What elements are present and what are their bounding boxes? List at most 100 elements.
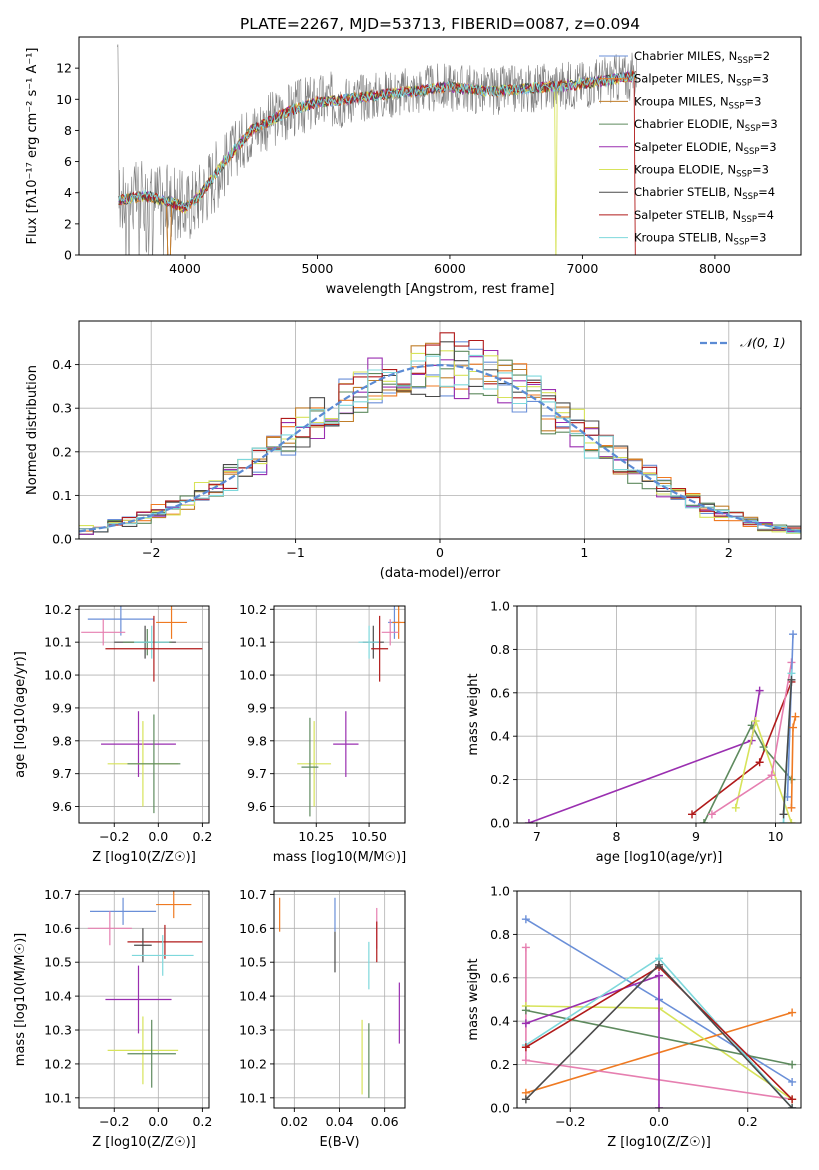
weight-marker [788,1077,797,1086]
axes-border [516,605,802,824]
legend-entry-subscript: SSP [744,147,760,157]
weight-marker [787,803,796,812]
y-tick-label: 8 [64,123,72,138]
errorbar-point-2 [381,619,399,646]
weight-marker [707,810,716,819]
weight-marker [655,960,663,969]
y-tick-label: 10.4 [239,989,267,1004]
y-tick-label: 0.0 [490,816,510,831]
weight-series-3 [731,717,796,823]
y-tick-label: 10.3 [44,1023,72,1038]
axes-border [78,605,210,824]
x-axis-label: E(B-V) [319,1135,359,1150]
plot-content [524,630,800,823]
x-tick-label: 4000 [169,261,201,276]
legend-entry-subscript: SSP [729,101,745,111]
legend-entry: Kroupa ELODIE, NSSP=3 [634,163,769,180]
y-tick-label: 0.2 [52,444,72,459]
legend-entry-subscript: SSP [741,215,757,225]
errorbar-point-2 [81,619,126,646]
errorbar-point-7 [101,711,176,777]
legend-entry-subscript: SSP [742,192,758,202]
residuals-panel: −2 −1 0 1 2 0.0 0.1 0.2 0.3 0.4 (data-model)/error… [25,320,802,581]
model-spectrum-line-8 [118,72,636,211]
y-tick-label: 6 [64,154,72,169]
legend-entry-count: =3 [752,72,769,86]
ticks: 7 8 9 10 0.0 0.2 0.4 0.6 0.8 1.0 [490,599,783,845]
errorbar-point-7 [297,721,332,807]
weight-marker [688,810,697,819]
x-tick-label: 7 [533,829,541,844]
y-tick-label: 12 [56,61,72,76]
errorbar-point-9 [127,714,181,814]
weight-line [786,634,794,798]
weight-marker [779,819,788,823]
x-tick-label: 10 [768,829,784,844]
plot-area [79,606,209,823]
legend-entry-subscript: SSP [745,124,761,134]
legend-entry-count: =4 [757,208,774,222]
x-tick-label: 8 [612,829,620,844]
y-tick-label: 10.7 [239,887,267,902]
errorbar-point-1 [392,606,405,639]
y-tick-label: 10.2 [239,1056,267,1071]
legend-entry-subscript: SSP [736,170,752,180]
y-tick-label: 10.5 [239,955,267,970]
weight-series-2 [699,721,796,823]
legend-entry: Chabrier STELIB, NSSP=4 [634,185,775,202]
legend-entry-name: Kroupa MILES, N [634,94,729,108]
legend-entry-subscript: SSP [734,238,750,248]
x-tick-label: −0.2 [555,1114,585,1129]
x-tick-label: 7000 [567,261,599,276]
errorbar-point-1 [90,897,157,925]
y-tick-label: 0.4 [490,729,510,744]
errorbar-point-6 [105,965,172,1034]
x-axis-label: Z [log10(Z/Z☉)] [92,850,196,865]
y-axis-label: mass weight [466,958,481,1040]
y-axis-label: mass weight [466,673,481,755]
x-tick-label: 0.2 [192,829,212,844]
weight-marker [699,819,708,823]
plot-area [274,891,405,1108]
axes-border [273,605,406,824]
plot-area [517,605,801,824]
y-tick-label: 10.1 [44,1090,72,1105]
ticks: −0.2 0.0 0.2 9.6 9.7 9.8 9.9 10.0 10.1 10.2 [44,602,212,844]
plot-content [117,44,637,255]
weight-marker [521,1006,530,1015]
weight-line [528,690,761,823]
weight-marker [521,1056,530,1065]
y-tick-label: 0.3 [52,401,72,416]
weight-marker [521,1043,530,1052]
x-axis-label: Z [log10(Z/Z☉)] [92,1135,196,1150]
x-axis-label: age [log10(age/yr)] [596,850,723,865]
model-spectrum-line-5 [118,73,636,255]
x-tick-label: 10.25 [298,829,334,844]
x-tick-label: 0.0 [649,1114,669,1129]
x-axis-label: wavelength [Angstrom, rest frame] [326,282,555,297]
y-axis-label: Normed distribution [25,365,40,495]
x-tick-label: 0.2 [738,1114,758,1129]
legend-entry-name: Kroupa ELODIE, N [634,163,736,177]
axes-border [78,890,210,1109]
errorbar-point-4 [134,928,152,963]
weight-series-5 [521,971,663,1108]
y-tick-label: 0.0 [52,532,72,547]
errorbar-point-8 [127,1019,176,1088]
y-tick-label: 4 [64,185,72,200]
x-tick-label: 0.06 [371,1114,399,1129]
errorbar-point-7 [107,1016,179,1085]
y-tick-label: 10.4 [44,989,72,1004]
x-tick-label: −2 [142,545,160,560]
legend-entry-subscript: SSP [736,79,752,89]
ticks: −0.2 0.0 0.2 10.1 10.2 10.3 10.4 10.5 10.6 10.7 [44,887,212,1129]
legend-entry-name: Chabrier MILES, N [634,49,737,63]
y-tick-label: 10.1 [44,635,72,650]
grid [517,605,801,824]
legend-entry-count: =3 [744,94,761,108]
y-tick-label: 0 [64,248,72,263]
y-tick-label: 9.6 [52,799,72,814]
x-tick-label: 9 [692,829,700,844]
ticks: 4000 5000 6000 7000 8000 0 2 4 6 8 10 12 [56,61,731,276]
